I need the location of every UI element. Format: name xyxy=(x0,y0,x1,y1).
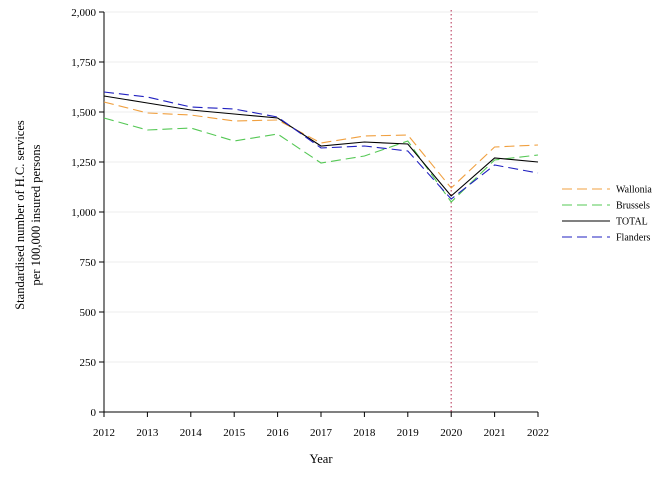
y-tick-label: 1,500 xyxy=(71,107,96,119)
x-tick-label: 2021 xyxy=(484,427,506,439)
legend-label: Wallonia xyxy=(616,185,652,196)
x-tick-label: 2016 xyxy=(267,427,290,439)
series-line-total xyxy=(103,95,539,197)
grid-lines xyxy=(104,11,538,363)
x-tick-label: 2012 xyxy=(93,427,115,439)
x-tick-label: 2017 xyxy=(310,427,333,439)
x-ticks: 2012 2013 2014 2015 2016 2017 2018 2019 2020 2021… xyxy=(93,412,549,439)
y-axis-title-line-2: per 100,000 insured persons xyxy=(29,144,43,285)
series-line-brussels xyxy=(103,117,539,203)
x-tick-label: 2015 xyxy=(223,427,246,439)
x-axis-title: Year xyxy=(309,452,333,466)
y-tick-label: 2,000 xyxy=(71,7,96,19)
series-line-flanders xyxy=(103,91,539,200)
y-tick-label: 1,750 xyxy=(71,57,96,69)
legend: Wallonia Brussels TOTAL Flanders xyxy=(562,185,652,244)
y-tick-label: 250 xyxy=(80,357,97,369)
x-tick-label: 2014 xyxy=(180,427,203,439)
x-tick-label: 2018 xyxy=(353,427,376,439)
y-tick-label: 1,250 xyxy=(71,157,96,169)
y-ticks: 0 250 500 750 1,000 1,250 1,500 1,750 2,000 xyxy=(71,7,104,419)
legend-label: Brussels xyxy=(616,201,650,212)
y-tick-label: 0 xyxy=(91,407,97,419)
legend-label: Flanders xyxy=(616,233,651,244)
x-tick-label: 2020 xyxy=(440,427,463,439)
series-lines xyxy=(103,91,539,203)
y-tick-label: 1,000 xyxy=(71,207,96,219)
y-tick-label: 750 xyxy=(80,257,97,269)
x-tick-label: 2019 xyxy=(397,427,420,439)
x-tick-label: 2022 xyxy=(527,427,549,439)
y-axis-title-line-1: Standardised number of H.C. services xyxy=(13,120,27,310)
y-tick-label: 500 xyxy=(80,307,97,319)
legend-label: TOTAL xyxy=(616,217,648,228)
series-line-wallonia xyxy=(103,101,539,189)
x-tick-label: 2013 xyxy=(136,427,159,439)
